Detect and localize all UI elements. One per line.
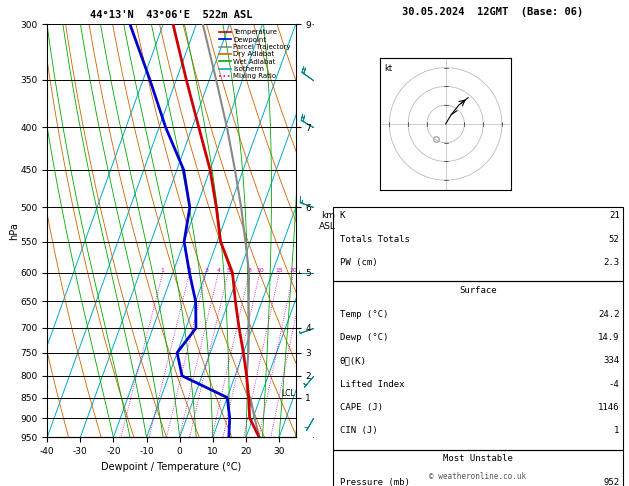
Text: Temp (°C): Temp (°C)	[340, 310, 388, 319]
Text: 952: 952	[603, 478, 620, 486]
Text: 1: 1	[614, 426, 620, 435]
Text: Surface: Surface	[459, 286, 497, 295]
Text: 20: 20	[289, 268, 298, 273]
Text: 1: 1	[161, 268, 165, 273]
Text: -4: -4	[609, 380, 620, 389]
Text: CAPE (J): CAPE (J)	[340, 403, 382, 412]
Text: 14.9: 14.9	[598, 333, 620, 342]
Text: 4: 4	[216, 268, 220, 273]
Text: kt: kt	[384, 64, 392, 73]
Text: 5: 5	[226, 268, 230, 273]
Y-axis label: km
ASL: km ASL	[320, 211, 337, 231]
Text: Most Unstable: Most Unstable	[443, 454, 513, 464]
Legend: Temperature, Dewpoint, Parcel Trajectory, Dry Adiabat, Wet Adiabat, Isotherm, Mi: Temperature, Dewpoint, Parcel Trajectory…	[217, 28, 292, 81]
Text: Totals Totals: Totals Totals	[340, 235, 409, 244]
Text: LCL: LCL	[281, 389, 294, 398]
Text: 2.3: 2.3	[603, 258, 620, 267]
Text: CIN (J): CIN (J)	[340, 426, 377, 435]
Text: 15: 15	[276, 268, 283, 273]
Text: 24.2: 24.2	[598, 310, 620, 319]
Text: Lifted Index: Lifted Index	[340, 380, 404, 389]
Text: 3: 3	[204, 268, 208, 273]
Text: 1146: 1146	[598, 403, 620, 412]
Text: PW (cm): PW (cm)	[340, 258, 377, 267]
Text: θᴄ(K): θᴄ(K)	[340, 356, 367, 365]
Text: 8: 8	[247, 268, 251, 273]
Text: 44°13'N  43°06'E  522m ASL: 44°13'N 43°06'E 522m ASL	[90, 10, 253, 20]
Text: 21: 21	[609, 211, 620, 221]
Text: 10: 10	[256, 268, 264, 273]
X-axis label: Dewpoint / Temperature (°C): Dewpoint / Temperature (°C)	[101, 462, 242, 472]
Text: Pressure (mb): Pressure (mb)	[340, 478, 409, 486]
Text: Dewp (°C): Dewp (°C)	[340, 333, 388, 342]
Text: K: K	[340, 211, 345, 221]
Text: 52: 52	[609, 235, 620, 244]
Text: © weatheronline.co.uk: © weatheronline.co.uk	[430, 472, 526, 481]
Text: 30.05.2024  12GMT  (Base: 06): 30.05.2024 12GMT (Base: 06)	[402, 7, 583, 17]
Y-axis label: hPa: hPa	[9, 222, 19, 240]
Text: 2: 2	[187, 268, 192, 273]
Text: 334: 334	[603, 356, 620, 365]
